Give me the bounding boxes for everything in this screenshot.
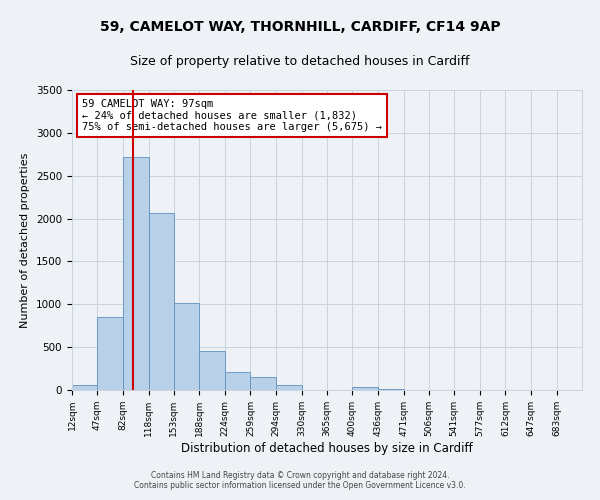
Bar bbox=[149, 214, 174, 390]
Text: Size of property relative to detached houses in Cardiff: Size of property relative to detached ho… bbox=[130, 55, 470, 68]
Bar bbox=[225, 372, 250, 390]
Bar bbox=[199, 351, 225, 390]
Bar bbox=[352, 386, 378, 390]
Bar bbox=[378, 389, 404, 390]
Bar bbox=[250, 377, 276, 390]
Bar bbox=[97, 316, 122, 390]
X-axis label: Distribution of detached houses by size in Cardiff: Distribution of detached houses by size … bbox=[181, 442, 473, 454]
Bar bbox=[174, 304, 199, 390]
Y-axis label: Number of detached properties: Number of detached properties bbox=[20, 152, 31, 328]
Bar bbox=[72, 386, 97, 390]
Text: 59, CAMELOT WAY, THORNHILL, CARDIFF, CF14 9AP: 59, CAMELOT WAY, THORNHILL, CARDIFF, CF1… bbox=[100, 20, 500, 34]
Text: Contains HM Land Registry data © Crown copyright and database right 2024.
Contai: Contains HM Land Registry data © Crown c… bbox=[134, 470, 466, 490]
Bar bbox=[122, 157, 149, 390]
Bar bbox=[276, 385, 302, 390]
Text: 59 CAMELOT WAY: 97sqm
← 24% of detached houses are smaller (1,832)
75% of semi-d: 59 CAMELOT WAY: 97sqm ← 24% of detached … bbox=[82, 99, 382, 132]
